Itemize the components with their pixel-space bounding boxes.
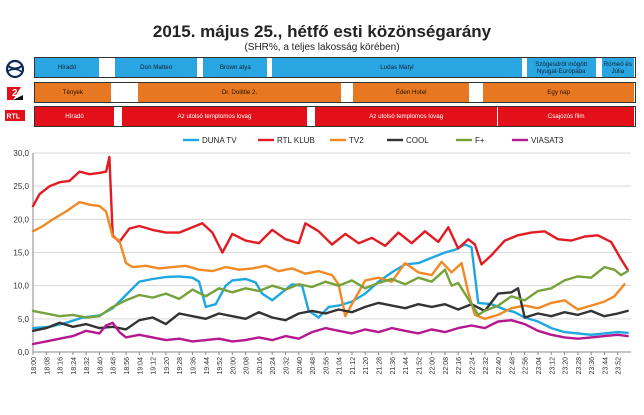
page-subtitle: (SHR%, a teljes lakosság körében)	[244, 42, 400, 53]
schedule-row-tv2: Tények Dr. Dolittle 2. Éden Hotel Egy nap	[34, 82, 636, 103]
x-tick-label: 19:36	[190, 357, 197, 375]
program-block: Rómeó és Júlia	[601, 58, 635, 77]
x-tick-label: 19:28	[177, 357, 184, 375]
y-tick-label: 30,0	[13, 149, 29, 158]
legend-label: DUNA TV	[202, 136, 237, 145]
x-tick-label: 23:44	[602, 357, 609, 375]
series-line-f-	[31, 265, 629, 319]
x-tick-label: 19:44	[204, 357, 211, 375]
y-tick-label: 15,0	[13, 249, 29, 258]
legend-label: F+	[475, 136, 485, 145]
x-tick-label: 20:24	[270, 357, 277, 375]
x-tick-label: 18:48	[111, 357, 118, 375]
program-block: Dr. Dolittle 2.	[138, 83, 342, 102]
legend-label: RTL KLUB	[277, 136, 315, 145]
schedule-row-rtl-klub: Híradó Az utolsó templomos lovag Az utolsó…	[34, 106, 636, 127]
x-tick-label: 22:56	[523, 357, 530, 375]
schedule-row-duna-tv: Híradó Don Matteo Brown atya Ludas Matyi Szö…	[34, 57, 636, 78]
series-line-duna-tv	[31, 243, 629, 336]
program-block: Szögesdrót mögött Nyugat-Európába	[526, 58, 597, 77]
x-tick-label: 20:56	[323, 357, 330, 375]
x-tick-label: 21:28	[377, 357, 384, 375]
x-tick-label: 19:04	[137, 357, 144, 375]
y-tick-label: 10,0	[13, 282, 29, 291]
x-tick-label: 22:48	[509, 357, 516, 375]
x-tick-label: 19:20	[164, 357, 171, 375]
program-block: Tények	[35, 83, 112, 102]
x-tick-label: 21:44	[403, 357, 410, 375]
x-tick-label: 19:12	[151, 357, 158, 375]
program-block: Egy nap	[483, 83, 635, 102]
y-tick-label: 0,0	[18, 348, 30, 357]
page-title: 2015. május 25., hétfő esti közönségarán…	[152, 22, 492, 41]
program-block: Híradó	[35, 58, 100, 77]
x-tick-label: 20:48	[310, 357, 317, 375]
svg-text:2: 2	[12, 88, 18, 99]
x-tick-label: 23:04	[536, 357, 543, 375]
x-tick-label: 21:20	[363, 357, 370, 375]
x-tick-label: 22:32	[483, 357, 490, 375]
x-tick-label: 23:20	[563, 357, 570, 375]
x-tick-label: 20:32	[283, 357, 290, 375]
series-line-tv2	[31, 200, 626, 320]
x-tick-label: 18:40	[97, 357, 104, 375]
x-tick-label: 23:28	[576, 357, 583, 375]
program-block: Don Matteo	[115, 58, 199, 77]
y-tick-label: 5,0	[18, 315, 30, 324]
x-tick-label: 18:08	[44, 357, 51, 375]
x-tick-label: 19:52	[217, 357, 224, 375]
x-tick-label: 21:04	[337, 357, 344, 375]
y-tick-label: 20,0	[13, 215, 29, 224]
y-tick-label: 25,0	[13, 182, 29, 191]
rtl-klub-logo-icon: RTL	[5, 110, 25, 126]
x-tick-label: 22:16	[456, 357, 463, 375]
x-tick-label: 22:40	[496, 357, 503, 375]
x-tick-label: 20:00	[230, 357, 237, 375]
program-block: Brown atya	[203, 58, 269, 77]
x-tick-label: 18:56	[124, 357, 131, 375]
duna-tv-logo-icon	[5, 59, 25, 79]
audience-share-line-chart: 0,0 5,0 10,0 15,0 20,0 25,0 30,0 18:00 18:08 18:1…	[13, 136, 631, 375]
x-tick-label: 20:16	[257, 357, 264, 375]
x-tick-label: 18:00	[31, 357, 38, 375]
program-block: Híradó	[35, 107, 115, 126]
program-block: Az utolsó templomos lovag	[121, 107, 309, 126]
series-line-cool	[31, 287, 629, 332]
x-tick-label: 21:36	[390, 357, 397, 375]
program-block: Éden Hotel	[353, 83, 470, 102]
svg-text:RTL: RTL	[7, 114, 21, 121]
legend-label: VIASAT3	[531, 136, 564, 145]
legend-label: TV2	[349, 136, 364, 145]
series-line-rtl-klub	[31, 155, 629, 271]
legend-label: COOL	[406, 136, 429, 145]
program-block: Az utolsó templomos lovag	[315, 107, 499, 126]
x-tick-label: 22:08	[443, 357, 450, 375]
x-tick-label: 21:52	[416, 357, 423, 375]
x-tick-label: 22:00	[430, 357, 437, 375]
series-line-viasat3	[31, 319, 629, 346]
x-tick-label: 20:40	[297, 357, 304, 375]
program-block: Ludas Matyi	[271, 58, 524, 77]
x-tick-label: 23:12	[549, 357, 556, 375]
x-tick-label: 18:32	[84, 357, 91, 375]
x-tick-label: 23:36	[589, 357, 596, 375]
program-block: Csajozós film	[498, 107, 635, 126]
x-tick-label: 18:16	[58, 357, 65, 375]
x-tick-label: 20:08	[244, 357, 251, 375]
x-tick-label: 21:12	[350, 357, 357, 375]
x-tick-label: 22:24	[470, 357, 477, 375]
x-tick-label: 18:24	[71, 357, 78, 375]
x-tick-label: 23:52	[616, 357, 623, 375]
tv2-logo-icon: 2	[7, 87, 23, 100]
